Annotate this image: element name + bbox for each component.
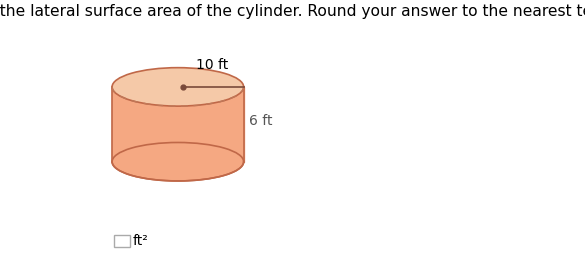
- Bar: [114, 235, 130, 247]
- Polygon shape: [112, 87, 243, 162]
- Text: ft²: ft²: [133, 234, 149, 248]
- Text: 6 ft: 6 ft: [249, 114, 273, 127]
- Text: 10 ft: 10 ft: [196, 58, 228, 72]
- Text: Find the lateral surface area of the cylinder. Round your answer to the nearest : Find the lateral surface area of the cyl…: [0, 4, 585, 19]
- Ellipse shape: [112, 68, 243, 106]
- Ellipse shape: [112, 143, 243, 181]
